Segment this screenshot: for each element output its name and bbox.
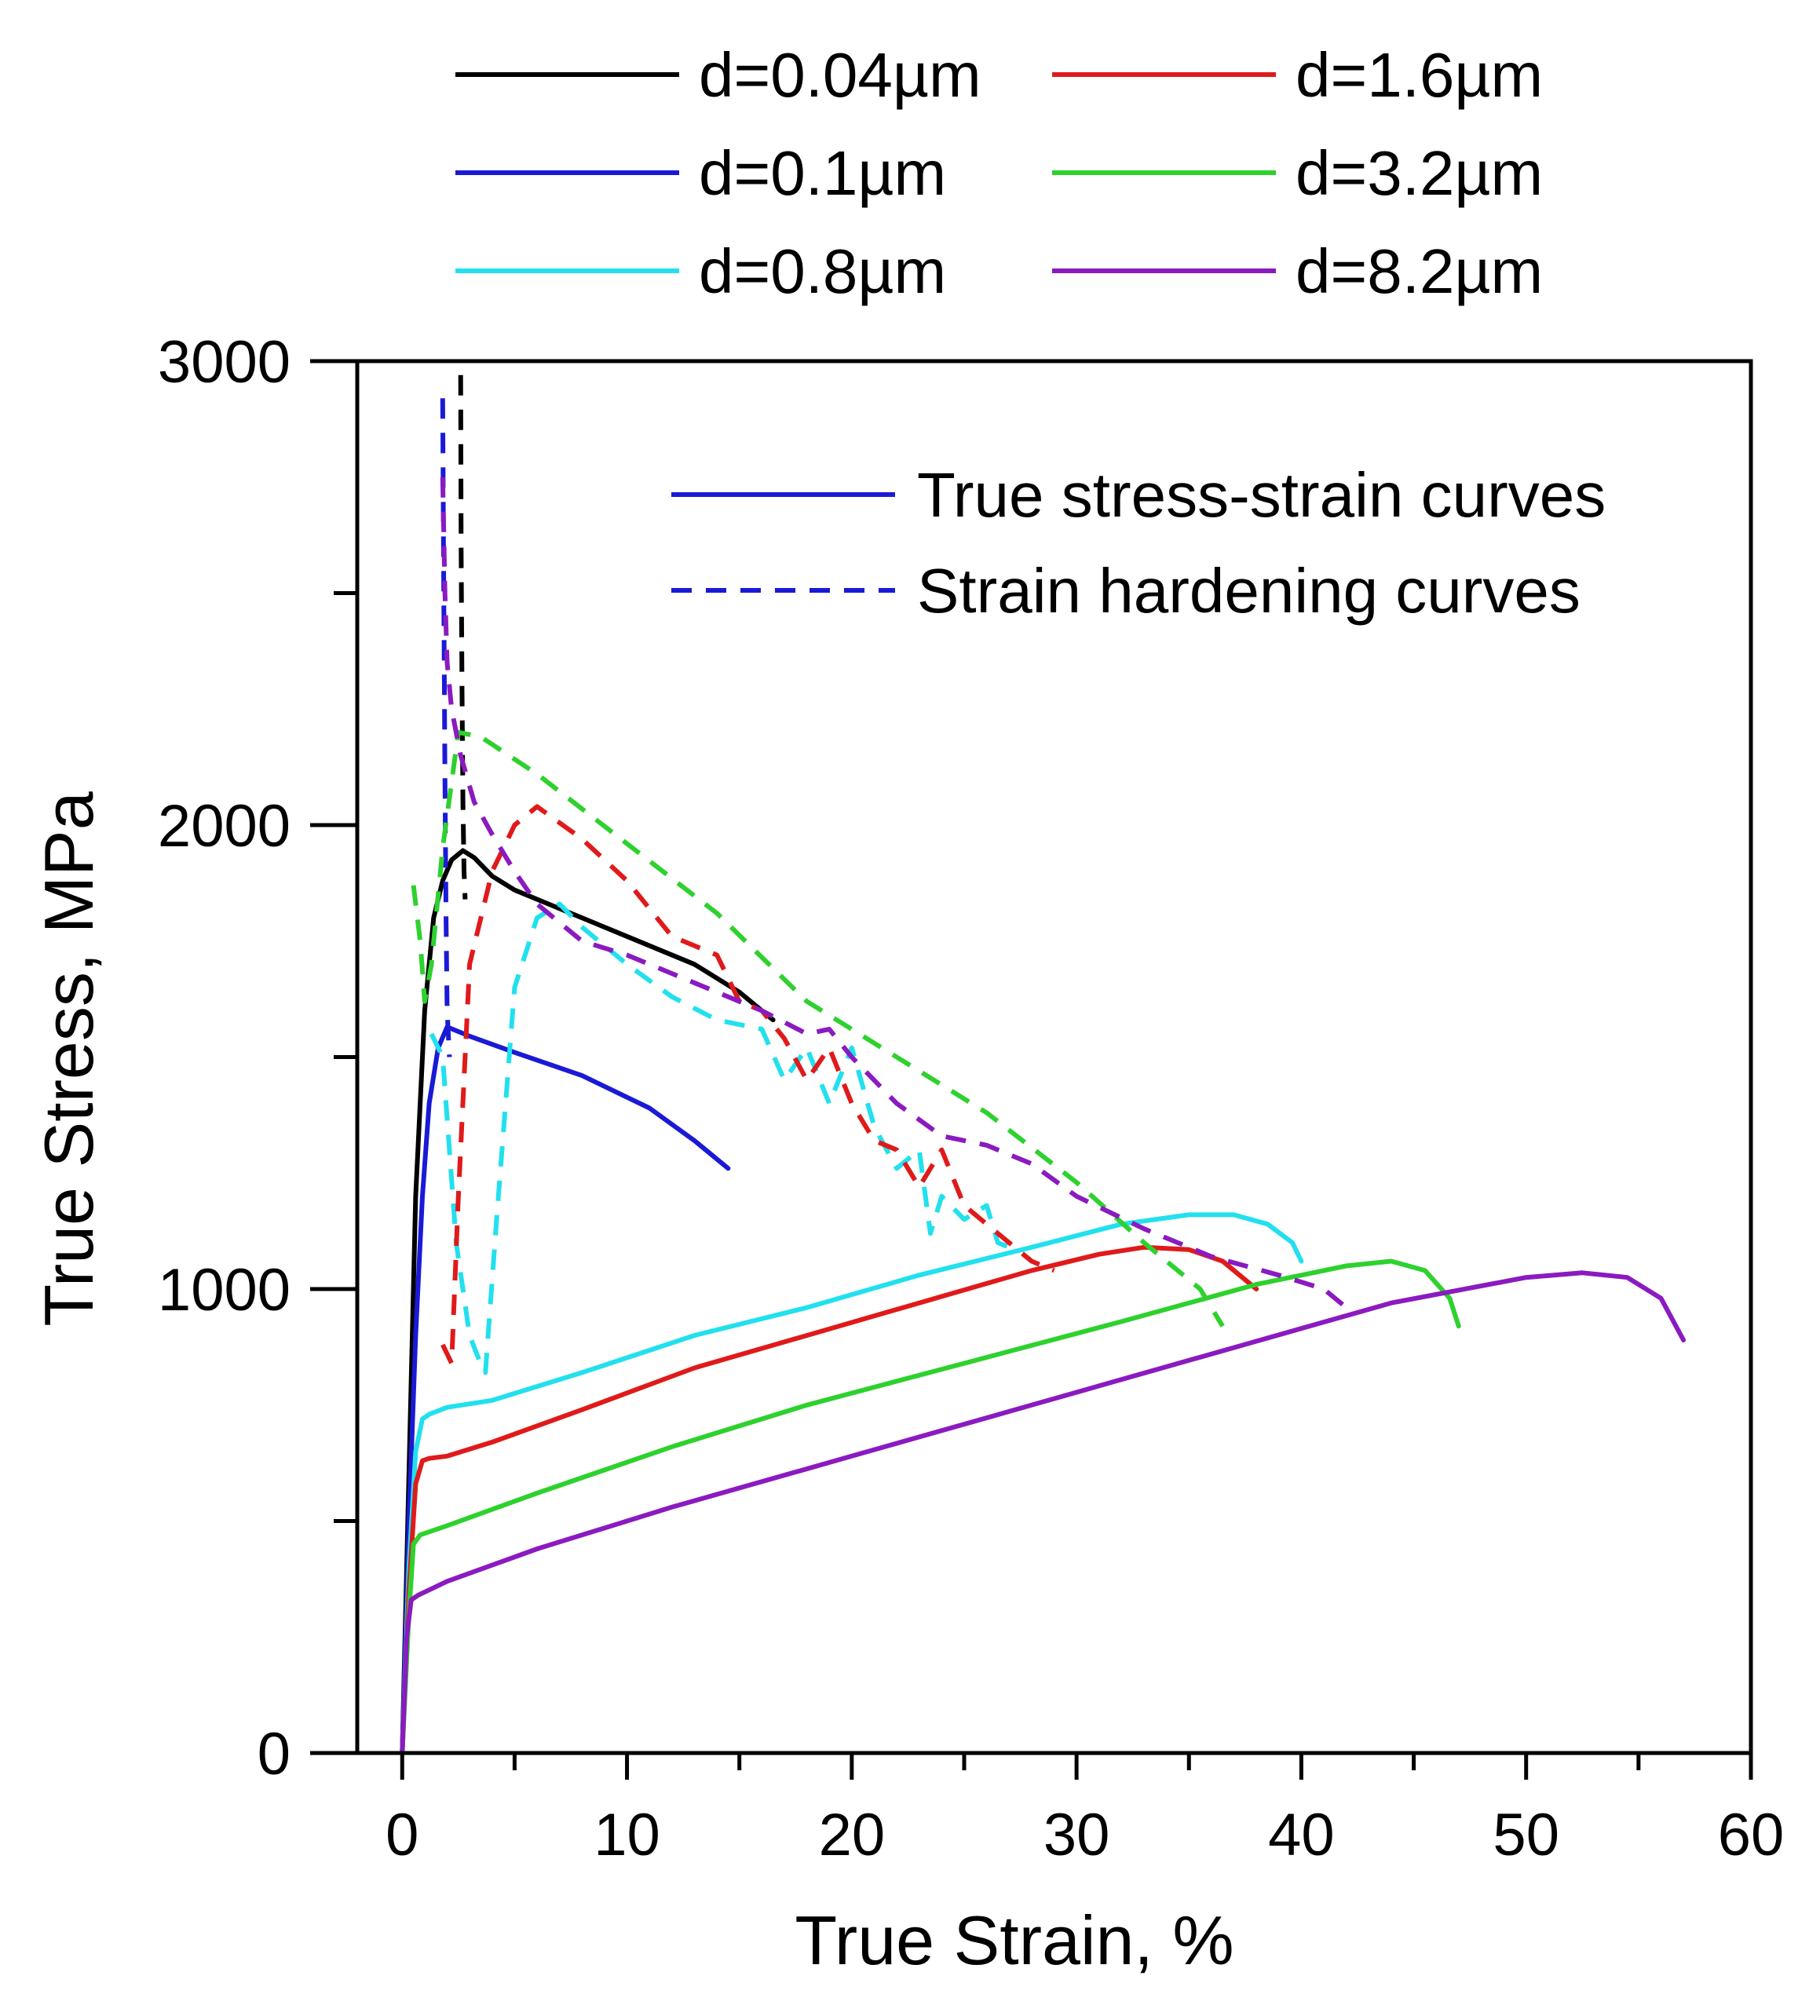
x-tick-label: 50 [1493, 1802, 1559, 1868]
y-tick-label: 2000 [158, 793, 291, 860]
legend-label: d=0.1µm [699, 138, 946, 208]
series-line-6: d=0.04µm strain hardening [458, 374, 468, 900]
style-legend: True stress-strain curves Strain hardenin… [671, 460, 1606, 626]
size-legend: d=0.04µm d=0.1µm d=0.8µm d=1.6µm d=3.2µm d=8.… [455, 40, 1543, 306]
series-line-10: d=3.2µm strain hardening [411, 729, 1225, 1328]
legend-label: d=0.8µm [699, 236, 946, 306]
series-line-1: d=0.1µm true stress-strain [400, 1024, 731, 1755]
x-tick-label: 40 [1268, 1802, 1335, 1868]
series-line-5: d=8.2µm true stress-strain [400, 1270, 1687, 1755]
legend-label: d=8.2µm [1296, 236, 1543, 306]
x-tick-label: 30 [1043, 1802, 1110, 1868]
tick-labels: 0 10 20 30 40 50 60 0 1000 2000 3000 [158, 329, 1784, 1868]
axes-layer [310, 359, 1753, 1780]
x-tick-label: 60 [1718, 1802, 1785, 1868]
series-line-2: d=0.8µm true stress-strain [400, 1212, 1304, 1755]
series-line-4: d=3.2µm true stress-strain [400, 1258, 1461, 1755]
legend-label: d=3.2µm [1296, 138, 1543, 208]
series-line-3: d=1.6µm true stress-strain [400, 1244, 1259, 1755]
x-axis-title: True Strain, % [795, 1901, 1233, 1979]
y-tick-label: 0 [258, 1721, 291, 1788]
series-line-11: d=8.2µm strain hardening [440, 477, 1348, 1309]
y-tick-label: 1000 [158, 1257, 291, 1324]
x-tick-label: 0 [386, 1802, 418, 1868]
series-line-7: d=0.1µm strain hardening [440, 398, 452, 1057]
style-legend-label: True stress-strain curves [917, 460, 1606, 530]
x-tick-label: 20 [819, 1802, 886, 1868]
x-tick-label: 10 [594, 1802, 660, 1868]
legend-label: d=1.6µm [1296, 40, 1543, 110]
y-axis-title: True Stress, MPa [30, 791, 108, 1326]
style-legend-label: Strain hardening curves [917, 556, 1581, 626]
series-line-9: d=1.6µm strain hardening [440, 804, 1055, 1366]
series-layer: d=0.04µm true stress-straind=0.1µm true … [400, 374, 1687, 1755]
series-line-0: d=0.04µm true stress-strain [400, 848, 776, 1755]
y-tick-label: 3000 [158, 329, 291, 396]
series-line-8: d=0.8µm strain hardening [429, 901, 1011, 1375]
legend-label: d=0.04µm [699, 40, 981, 110]
